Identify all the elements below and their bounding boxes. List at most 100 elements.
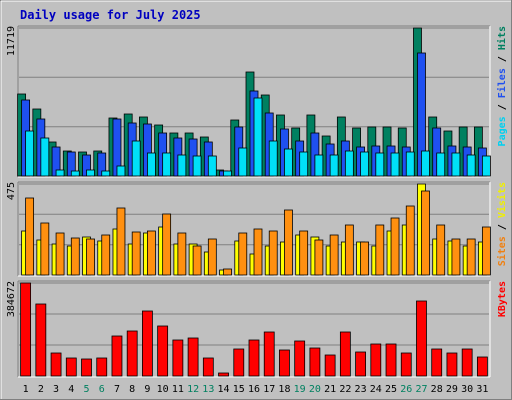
x-tick-label: 14 — [218, 384, 230, 395]
bar-kbytes-day-20 — [309, 347, 321, 377]
bar-kbytes-day-12 — [187, 337, 199, 377]
bar-kbytes-day-13 — [202, 357, 214, 377]
bar-pages-day-25 — [390, 152, 400, 177]
bar-sites-day-19 — [299, 230, 309, 276]
x-tick-label: 27 — [415, 384, 427, 395]
panel-1: 11719 Pages / Files / Hits — [6, 25, 508, 178]
bar-pages-day-1 — [25, 130, 35, 177]
series-axis-label-part: Hits — [496, 26, 508, 50]
bar-sites-day-2 — [40, 222, 50, 276]
bar-sites-day-12 — [192, 245, 202, 276]
series-kbytes — [20, 282, 488, 377]
bar-sites-day-24 — [375, 224, 385, 276]
series-pages — [25, 97, 491, 177]
bar-sites-day-26 — [405, 205, 415, 276]
bar-kbytes-day-7 — [111, 335, 123, 377]
x-tick-label: 17 — [263, 384, 275, 395]
bar-sites-day-1 — [25, 197, 35, 276]
bar-kbytes-day-9 — [142, 310, 153, 377]
bar-kbytes-day-17 — [263, 331, 275, 377]
bar-pages-day-27 — [421, 150, 430, 177]
bar-pages-day-11 — [177, 154, 187, 177]
x-tick-label: 11 — [172, 384, 184, 395]
bar-sites-day-6 — [101, 234, 111, 276]
x-tick-label: 15 — [233, 384, 245, 395]
x-tick-label: 7 — [114, 384, 120, 395]
bar-sites-day-22 — [344, 224, 354, 276]
series-axis-label: Pages / Files / Hits — [496, 26, 508, 146]
bar-pages-day-24 — [375, 152, 385, 177]
bar-sites-day-17 — [268, 230, 278, 276]
bar-pages-day-15 — [238, 147, 248, 177]
x-tick-label: 21 — [324, 384, 336, 395]
chart-panels: 11719 Pages / Files / Hits 475 Sites / Visi… — [6, 25, 508, 378]
bar-kbytes-day-30 — [461, 348, 473, 377]
bar-kbytes-day-23 — [355, 351, 366, 377]
bar-sites-day-9 — [147, 230, 156, 276]
series-axis-label-part: KBytes — [497, 281, 508, 317]
x-tick-label: 18 — [278, 384, 290, 395]
bar-pages-day-3 — [55, 169, 65, 177]
bar-kbytes-day-24 — [370, 343, 382, 377]
bar-kbytes-day-26 — [400, 352, 412, 377]
x-tick-label: 16 — [248, 384, 260, 395]
bar-sites-day-16 — [253, 228, 263, 276]
x-tick-label: 8 — [129, 384, 135, 395]
bar-sites-day-11 — [177, 232, 187, 276]
series-axis-label-part: Sites — [496, 236, 508, 266]
bar-pages-day-20 — [314, 154, 324, 177]
series-sites — [25, 190, 491, 276]
bar-pages-day-10 — [162, 152, 172, 177]
bar-pages-day-6 — [101, 170, 111, 177]
x-tick-label: 25 — [385, 384, 397, 395]
bar-sites-day-8 — [131, 231, 141, 276]
y-max-tick-label: 475 — [6, 182, 17, 200]
bar-pages-day-23 — [360, 151, 369, 177]
bar-sites-day-14 — [223, 268, 232, 276]
series-axis-label-part: Visits — [496, 182, 508, 218]
x-tick-label: 13 — [202, 384, 214, 395]
x-tick-label: 26 — [400, 384, 412, 395]
bar-sites-day-23 — [360, 241, 369, 276]
x-tick-label: 31 — [476, 384, 488, 395]
x-tick-label: 29 — [446, 384, 458, 395]
bar-pages-day-28 — [436, 152, 446, 177]
series-axis-label: KBytes — [497, 281, 508, 317]
x-tick-label: 9 — [144, 384, 150, 395]
bar-kbytes-day-18 — [279, 349, 290, 377]
bar-kbytes-day-6 — [96, 357, 108, 377]
x-tick-label: 12 — [187, 384, 199, 395]
x-tick-label: 1 — [23, 384, 29, 395]
bar-sites-day-13 — [207, 238, 217, 276]
y-max-tick-label: 11719 — [6, 26, 17, 56]
bar-kbytes-day-31 — [476, 356, 488, 377]
bar-sites-day-31 — [481, 226, 491, 276]
panel-2: 475 Sites / Visits — [6, 181, 508, 277]
bar-pages-day-22 — [344, 150, 354, 177]
bar-sites-day-29 — [451, 238, 461, 276]
bar-sites-day-5 — [86, 238, 95, 276]
bar-kbytes-day-29 — [446, 352, 458, 377]
bar-kbytes-day-11 — [172, 339, 184, 377]
bar-kbytes-day-8 — [126, 330, 138, 377]
bar-pages-day-31 — [481, 155, 491, 177]
bar-sites-day-25 — [390, 217, 400, 276]
y-max-tick-label: 384672 — [6, 281, 17, 317]
bar-kbytes-day-19 — [294, 340, 306, 377]
bar-kbytes-day-4 — [65, 357, 77, 377]
bar-pages-day-2 — [40, 137, 50, 177]
x-tick-label: 3 — [53, 384, 59, 395]
x-tick-label: 10 — [157, 384, 169, 395]
bar-sites-day-15 — [238, 232, 248, 276]
bar-kbytes-day-15 — [233, 348, 245, 377]
bar-kbytes-day-28 — [431, 348, 443, 377]
bar-sites-day-21 — [329, 234, 339, 276]
bar-sites-day-20 — [314, 239, 324, 276]
bar-kbytes-day-22 — [339, 331, 351, 377]
bar-pages-day-17 — [268, 140, 278, 177]
bar-kbytes-day-1 — [20, 282, 32, 377]
bar-sites-day-4 — [70, 237, 80, 276]
panel-3: 384672 KBytes — [6, 280, 508, 378]
bar-kbytes-day-16 — [248, 339, 260, 377]
